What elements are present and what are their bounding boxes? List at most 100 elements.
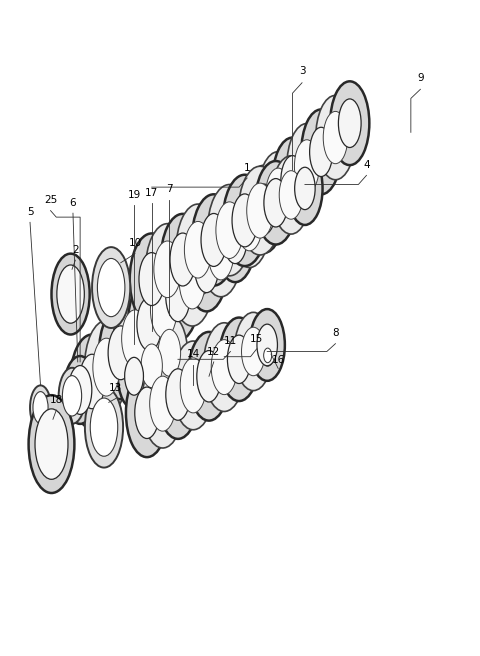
Ellipse shape: [161, 214, 204, 305]
Ellipse shape: [172, 341, 214, 430]
Ellipse shape: [223, 174, 267, 266]
Ellipse shape: [243, 166, 284, 253]
Ellipse shape: [59, 368, 85, 424]
Ellipse shape: [207, 184, 252, 276]
Ellipse shape: [265, 168, 291, 222]
Text: 14: 14: [187, 349, 200, 359]
Ellipse shape: [137, 298, 162, 351]
Ellipse shape: [151, 315, 188, 390]
Text: 19: 19: [127, 190, 141, 200]
Ellipse shape: [62, 376, 82, 416]
Ellipse shape: [252, 184, 276, 235]
Ellipse shape: [188, 332, 230, 420]
Ellipse shape: [170, 233, 195, 286]
Ellipse shape: [264, 178, 288, 227]
Ellipse shape: [135, 387, 159, 438]
Ellipse shape: [239, 166, 281, 255]
Ellipse shape: [30, 385, 51, 430]
Ellipse shape: [35, 409, 68, 480]
Ellipse shape: [157, 350, 199, 439]
Ellipse shape: [264, 348, 272, 363]
Ellipse shape: [247, 183, 273, 238]
Ellipse shape: [171, 236, 213, 326]
Ellipse shape: [64, 356, 96, 424]
Text: 6: 6: [70, 198, 76, 208]
Ellipse shape: [142, 359, 184, 448]
Ellipse shape: [97, 258, 125, 317]
Ellipse shape: [150, 281, 177, 338]
Ellipse shape: [219, 318, 259, 401]
Ellipse shape: [229, 180, 270, 268]
Ellipse shape: [130, 234, 174, 325]
Ellipse shape: [69, 365, 92, 415]
Ellipse shape: [79, 354, 105, 409]
Ellipse shape: [166, 269, 190, 321]
Ellipse shape: [255, 161, 296, 245]
Ellipse shape: [262, 345, 274, 366]
Ellipse shape: [157, 250, 199, 340]
Ellipse shape: [186, 222, 228, 312]
Ellipse shape: [93, 338, 120, 396]
Ellipse shape: [192, 194, 236, 285]
Ellipse shape: [211, 340, 237, 395]
Ellipse shape: [216, 202, 243, 258]
Ellipse shape: [85, 386, 123, 468]
Ellipse shape: [125, 358, 144, 395]
Text: 17: 17: [145, 188, 158, 197]
Ellipse shape: [287, 123, 327, 209]
Ellipse shape: [316, 95, 355, 180]
Ellipse shape: [295, 167, 315, 210]
Ellipse shape: [208, 225, 234, 280]
Text: 3: 3: [299, 66, 305, 76]
Ellipse shape: [126, 369, 168, 457]
Text: 7: 7: [166, 184, 173, 194]
Ellipse shape: [57, 265, 84, 323]
Ellipse shape: [279, 171, 303, 219]
Ellipse shape: [258, 152, 299, 238]
Ellipse shape: [194, 241, 219, 293]
Text: 13: 13: [109, 383, 122, 393]
Ellipse shape: [166, 369, 190, 420]
Text: 1: 1: [244, 163, 251, 173]
Text: 25: 25: [44, 195, 57, 205]
Ellipse shape: [201, 213, 227, 266]
Ellipse shape: [223, 213, 247, 264]
Ellipse shape: [281, 155, 304, 205]
Ellipse shape: [141, 344, 162, 388]
Ellipse shape: [323, 112, 348, 164]
Ellipse shape: [108, 326, 133, 380]
Ellipse shape: [287, 152, 323, 225]
Text: 10: 10: [129, 238, 142, 249]
Text: 2: 2: [72, 245, 79, 255]
Ellipse shape: [99, 306, 143, 400]
Ellipse shape: [143, 264, 185, 356]
Text: 16: 16: [272, 354, 285, 365]
Ellipse shape: [215, 194, 256, 282]
Ellipse shape: [176, 204, 220, 295]
Ellipse shape: [294, 140, 319, 193]
Ellipse shape: [330, 81, 369, 165]
Ellipse shape: [301, 110, 341, 194]
Ellipse shape: [90, 398, 118, 457]
Ellipse shape: [234, 312, 273, 390]
Ellipse shape: [154, 241, 181, 298]
Ellipse shape: [150, 376, 176, 431]
Ellipse shape: [237, 196, 262, 251]
Ellipse shape: [228, 335, 251, 384]
Ellipse shape: [128, 278, 171, 370]
Ellipse shape: [257, 324, 277, 366]
Ellipse shape: [232, 194, 257, 247]
Ellipse shape: [272, 156, 310, 234]
Text: 18: 18: [49, 395, 63, 405]
Ellipse shape: [92, 247, 130, 328]
Ellipse shape: [29, 395, 74, 493]
Ellipse shape: [113, 293, 156, 384]
Ellipse shape: [33, 392, 48, 424]
Ellipse shape: [145, 224, 190, 315]
Text: 15: 15: [250, 334, 264, 344]
Ellipse shape: [158, 329, 180, 377]
Ellipse shape: [197, 350, 221, 402]
Ellipse shape: [203, 323, 245, 411]
Ellipse shape: [70, 335, 114, 428]
Ellipse shape: [134, 331, 169, 401]
